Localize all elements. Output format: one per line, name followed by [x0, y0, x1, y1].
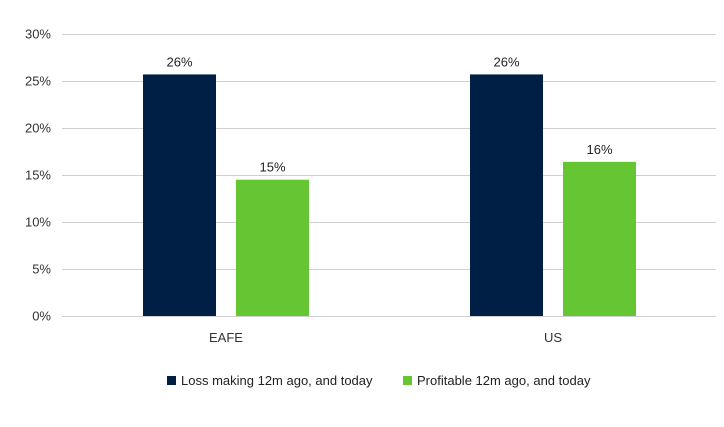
y-tick-label: 5% [32, 262, 51, 277]
legend-swatch-series-2 [403, 376, 412, 385]
y-tick-label: 15% [25, 168, 51, 183]
legend: Loss making 12m ago, and today Profitable… [167, 373, 591, 388]
legend-label-series-1: Loss making 12m ago, and today [181, 373, 373, 388]
bar-eafe-series-2 [236, 179, 309, 316]
data-label: 26% [166, 54, 192, 69]
y-tick-label: 0% [32, 309, 51, 324]
legend-label-series-2: Profitable 12m ago, and today [417, 373, 591, 388]
y-tick-label: 25% [25, 74, 51, 89]
y-axis-ticks: 0% 5% 10% 15% 20% 25% 30% [25, 27, 51, 324]
x-tick-label-us: US [544, 330, 562, 345]
data-label: 15% [259, 160, 285, 175]
y-tick-label: 10% [25, 215, 51, 230]
x-axis-ticks: EAFE US [209, 330, 562, 345]
data-label: 16% [586, 142, 612, 157]
bars [143, 74, 636, 316]
legend-swatch-series-1 [167, 376, 176, 385]
y-tick-label: 30% [25, 27, 51, 42]
y-tick-label: 20% [25, 121, 51, 136]
bar-eafe-series-1 [143, 74, 216, 316]
x-tick-label-eafe: EAFE [209, 330, 243, 345]
data-labels: 26% 15% 26% 16% [166, 54, 612, 174]
data-label: 26% [493, 54, 519, 69]
bar-us-series-1 [470, 74, 543, 316]
bar-us-series-2 [563, 161, 636, 316]
